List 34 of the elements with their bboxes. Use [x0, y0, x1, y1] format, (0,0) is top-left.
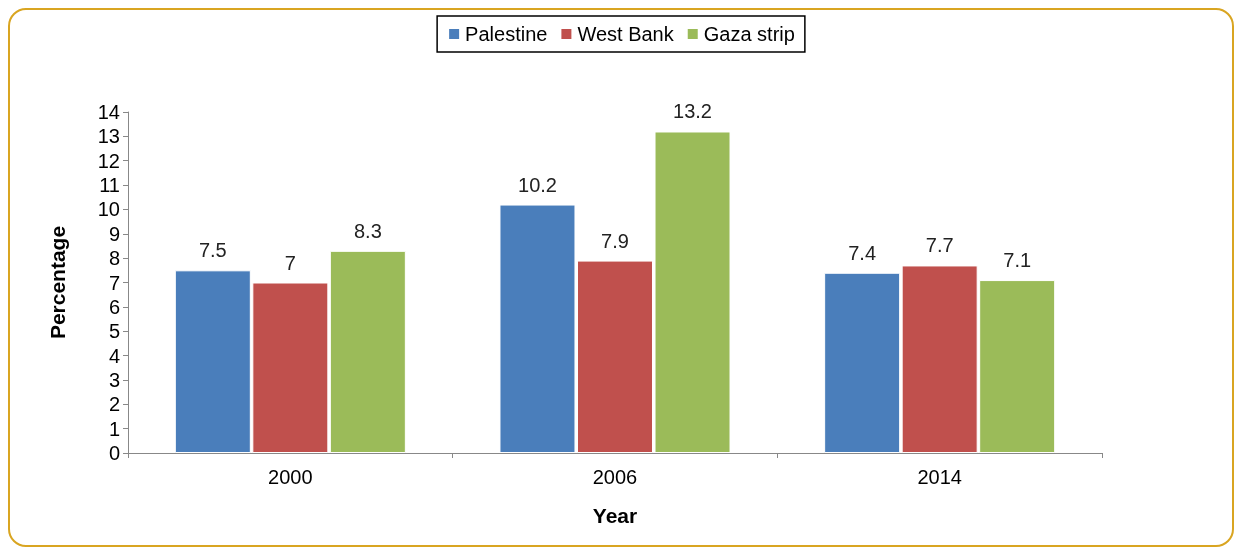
y-tick-label: 12 [97, 149, 120, 172]
y-tick-label: 11 [99, 174, 120, 197]
data-label: 13.2 [673, 100, 712, 123]
data-label: 7.5 [198, 239, 227, 262]
data-label: 10.2 [518, 173, 557, 196]
data-label: 7.4 [848, 241, 877, 264]
legend-label: Palestine [465, 23, 548, 45]
legend-label: Gaza strip [703, 23, 795, 45]
data-label: 7 [284, 251, 296, 274]
y-tick-label: 8 [108, 247, 120, 270]
data-label: 7.1 [1003, 249, 1032, 272]
y-tick-label: 1 [108, 417, 120, 440]
x-tick-label: 2000 [268, 466, 313, 488]
y-tick-label: 5 [108, 320, 120, 343]
y-tick-label: 14 [97, 101, 120, 123]
y-tick-label: 10 [97, 198, 120, 221]
y-tick-label: 7 [108, 271, 120, 294]
y-axis-title: Percentage [46, 225, 69, 340]
data-label: 8.3 [353, 219, 382, 242]
y-tick-label: 6 [108, 295, 120, 318]
data-label: 7.9 [601, 229, 629, 252]
y-tick-label: 3 [108, 368, 120, 391]
y-tick-label: 13 [97, 125, 120, 148]
data-label: 7.7 [925, 234, 954, 257]
bar [824, 272, 901, 453]
bar [329, 250, 406, 453]
y-tick-label: 4 [108, 344, 120, 367]
y-tick-label: 0 [108, 442, 120, 464]
legend-label: West Bank [577, 23, 675, 45]
x-tick-label: 2014 [917, 466, 962, 488]
y-tick-label: 9 [108, 222, 120, 245]
y-tick-label: 2 [108, 393, 120, 416]
x-tick-label: 2006 [592, 466, 638, 488]
x-axis-title: Year [592, 504, 638, 527]
